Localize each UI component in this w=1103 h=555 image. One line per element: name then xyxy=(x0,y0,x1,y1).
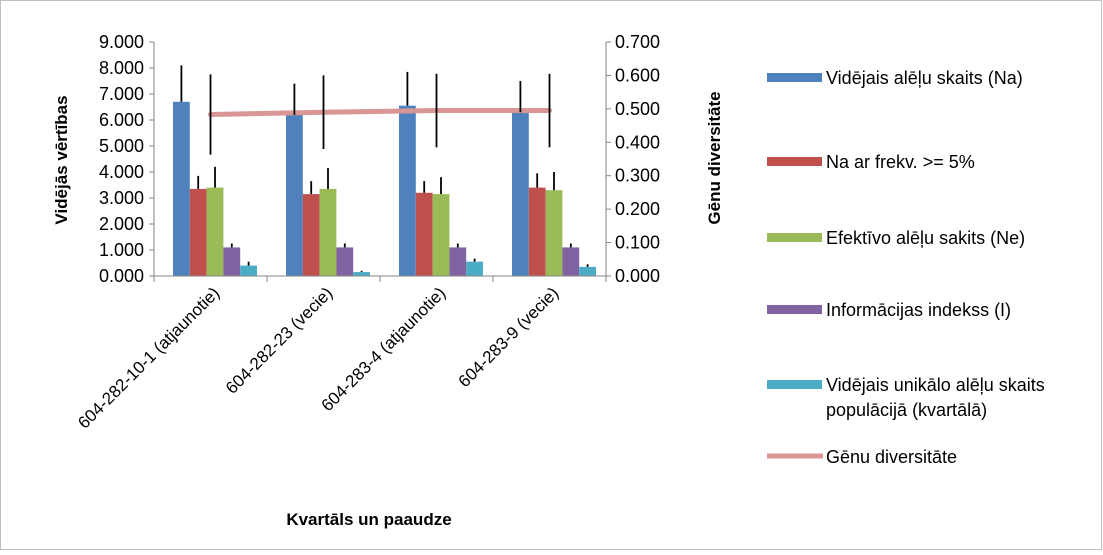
bar-videjais-alelu-skaits-na-1 xyxy=(173,101,190,276)
y-tick-label: 5.000 xyxy=(99,136,144,156)
y2-tick-label: 0.300 xyxy=(615,166,660,186)
x-category-label-2: 604-282-23 (vecie) xyxy=(222,283,336,397)
y2-tick-label: 0.400 xyxy=(615,132,660,152)
legend-swatch-videjais-alelu-skaits-na xyxy=(767,73,822,82)
y2-tick-label: 0.100 xyxy=(615,233,660,253)
bar-videjais-unikalo-alelu-skaits-populacija-kvartala-2 xyxy=(353,272,370,276)
legend-label-videjais-unikalo-alelu-skaits-populacija-kvartala: Vidējais unikālo alēļu skaits populācijā … xyxy=(826,375,1045,420)
legend: Vidējais alēļu skaits (Na) Na ar frekv. >… xyxy=(767,68,1045,467)
line-layer xyxy=(208,108,552,117)
bar-efektivo-alelu-sakits-ne-2 xyxy=(319,188,337,276)
x-category-label-3: 604-283-4 (atjaunotie) xyxy=(318,283,450,415)
bar-efektivo-alelu-sakits-ne-3 xyxy=(432,194,450,276)
x-axis-title: Kvartāls un paaudze xyxy=(286,510,451,529)
bar-informacijas-indekss-i-1 xyxy=(223,247,241,276)
y-tick-label: 4.000 xyxy=(99,162,144,182)
bar-efektivo-alelu-sakits-ne-1 xyxy=(206,187,224,276)
legend-label-na-ar-frekv-5: Na ar frekv. >= 5% xyxy=(826,152,975,172)
bar-videjais-alelu-skaits-na-2 xyxy=(286,114,303,276)
x-category-label-1: 604-282-10-1 (atjaunotie) xyxy=(74,283,223,432)
y-tick-label: 0.000 xyxy=(99,266,144,286)
y-tick-label: 2.000 xyxy=(99,214,144,234)
y2-axis-title: Gēnu diversitāte xyxy=(705,91,724,224)
y-tick-label: 9.000 xyxy=(99,32,144,52)
line-genu-diversitate xyxy=(208,108,552,117)
bar-videjais-unikalo-alelu-skaits-populacija-kvartala-3 xyxy=(466,261,483,276)
bar-videjais-alelu-skaits-na-3 xyxy=(399,105,416,276)
bar-efektivo-alelu-sakits-ne-4 xyxy=(545,190,563,276)
bar-na-ar-frekv-5-2 xyxy=(302,194,320,276)
y-axis-title: Vidējās vērtības xyxy=(52,95,71,224)
bars-layer xyxy=(173,101,596,276)
y-tick-label: 1.000 xyxy=(99,240,144,260)
y-tick-label: 8.000 xyxy=(99,58,144,78)
bar-videjais-unikalo-alelu-skaits-populacija-kvartala-1 xyxy=(240,265,257,276)
y2-tick-label: 0.000 xyxy=(615,266,660,286)
y2-tick-label: 0.500 xyxy=(615,99,660,119)
legend-swatch-informacijas-indekss-i xyxy=(767,305,822,314)
bar-informacijas-indekss-i-3 xyxy=(449,247,467,276)
legend-label-genu-diversitate: Gēnu diversitāte xyxy=(826,447,957,467)
y2-tick-label: 0.200 xyxy=(615,199,660,219)
y-tick-label: 6.000 xyxy=(99,110,144,130)
bar-informacijas-indekss-i-2 xyxy=(336,247,354,276)
legend-swatch-na-ar-frekv-5 xyxy=(767,157,822,166)
y-tick-label: 7.000 xyxy=(99,84,144,104)
bar-videjais-unikalo-alelu-skaits-populacija-kvartala-4 xyxy=(579,266,596,276)
y2-tick-label: 0.700 xyxy=(615,32,660,52)
error-bars-layer xyxy=(180,65,589,273)
bar-na-ar-frekv-5-1 xyxy=(189,188,207,276)
bar-informacijas-indekss-i-4 xyxy=(562,247,580,276)
bar-videjais-alelu-skaits-na-4 xyxy=(512,112,529,276)
legend-label-informacijas-indekss-i: Informācijas indekss (I) xyxy=(826,300,1011,320)
bar-na-ar-frekv-5-4 xyxy=(528,187,546,276)
x-category-label-4: 604-283-9 (vecie) xyxy=(455,283,563,391)
legend-swatch-efektivo-alelu-sakits-ne xyxy=(767,233,822,242)
legend-swatch-videjais-unikalo-alelu-skaits-populacija-kvartala xyxy=(767,380,822,389)
y2-tick-label: 0.600 xyxy=(615,65,660,85)
legend-label-videjais-alelu-skaits-na: Vidējais alēļu skaits (Na) xyxy=(826,68,1023,88)
bar-na-ar-frekv-5-3 xyxy=(415,192,433,276)
legend-label-efektivo-alelu-sakits-ne: Efektīvo alēļu sakits (Ne) xyxy=(826,228,1025,248)
y-tick-label: 3.000 xyxy=(99,188,144,208)
axes-layer: 0.000 1.000 2.000 3.000 4.000 5.000 6.000 7.000… xyxy=(74,32,660,432)
